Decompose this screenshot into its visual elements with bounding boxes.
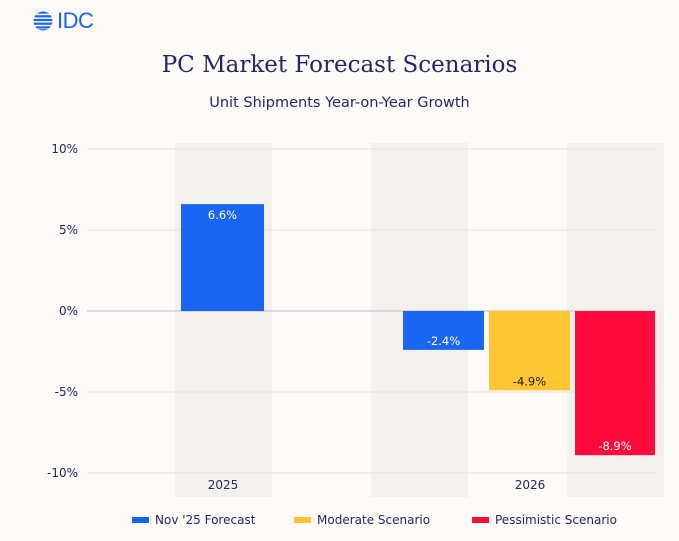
legend: Nov '25 Forecast Moderate Scenario Pessimi…: [0, 513, 679, 533]
x-tick-label: 2026: [515, 478, 546, 492]
logo-text: IDC: [57, 8, 94, 33]
globe-icon: [33, 11, 53, 31]
legend-swatch: [132, 517, 149, 523]
data-label: -8.9%: [598, 439, 631, 453]
legend-item: Moderate Scenario: [294, 513, 430, 527]
legend-label: Moderate Scenario: [317, 513, 431, 527]
bar-nov-25-forecast-2025: [181, 204, 264, 311]
x-tick-label: 2025: [208, 478, 239, 492]
y-tick-label: -10%: [47, 466, 78, 480]
chart-title: PC Market Forecast Scenarios: [161, 52, 518, 78]
y-tick-label: 10%: [51, 142, 78, 156]
legend-swatch: [294, 517, 311, 523]
data-label: -2.4%: [427, 334, 460, 348]
legend-label: Pessimistic Scenario: [495, 513, 617, 527]
bar-moderate-scenario-2026: [489, 311, 570, 391]
legend-swatch: [472, 517, 489, 523]
legend-item: Nov '25 Forecast: [132, 513, 255, 527]
bar-nov-25-forecast-2026: [403, 311, 484, 350]
y-tick-label: -5%: [55, 385, 78, 399]
idc-logo: IDC: [32, 8, 94, 33]
chart-subtitle: Unit Shipments Year-on-Year Growth: [209, 95, 470, 111]
y-tick-label: 0%: [59, 304, 78, 318]
legend-item: Pessimistic Scenario: [472, 513, 617, 527]
y-tick-label: 5%: [59, 223, 78, 237]
data-label: 6.6%: [208, 208, 237, 222]
bar-pessimistic-scenario-2026: [575, 311, 655, 456]
data-label: -4.9%: [513, 374, 546, 388]
category-band: [175, 143, 272, 497]
legend-label: Nov '25 Forecast: [155, 513, 256, 527]
